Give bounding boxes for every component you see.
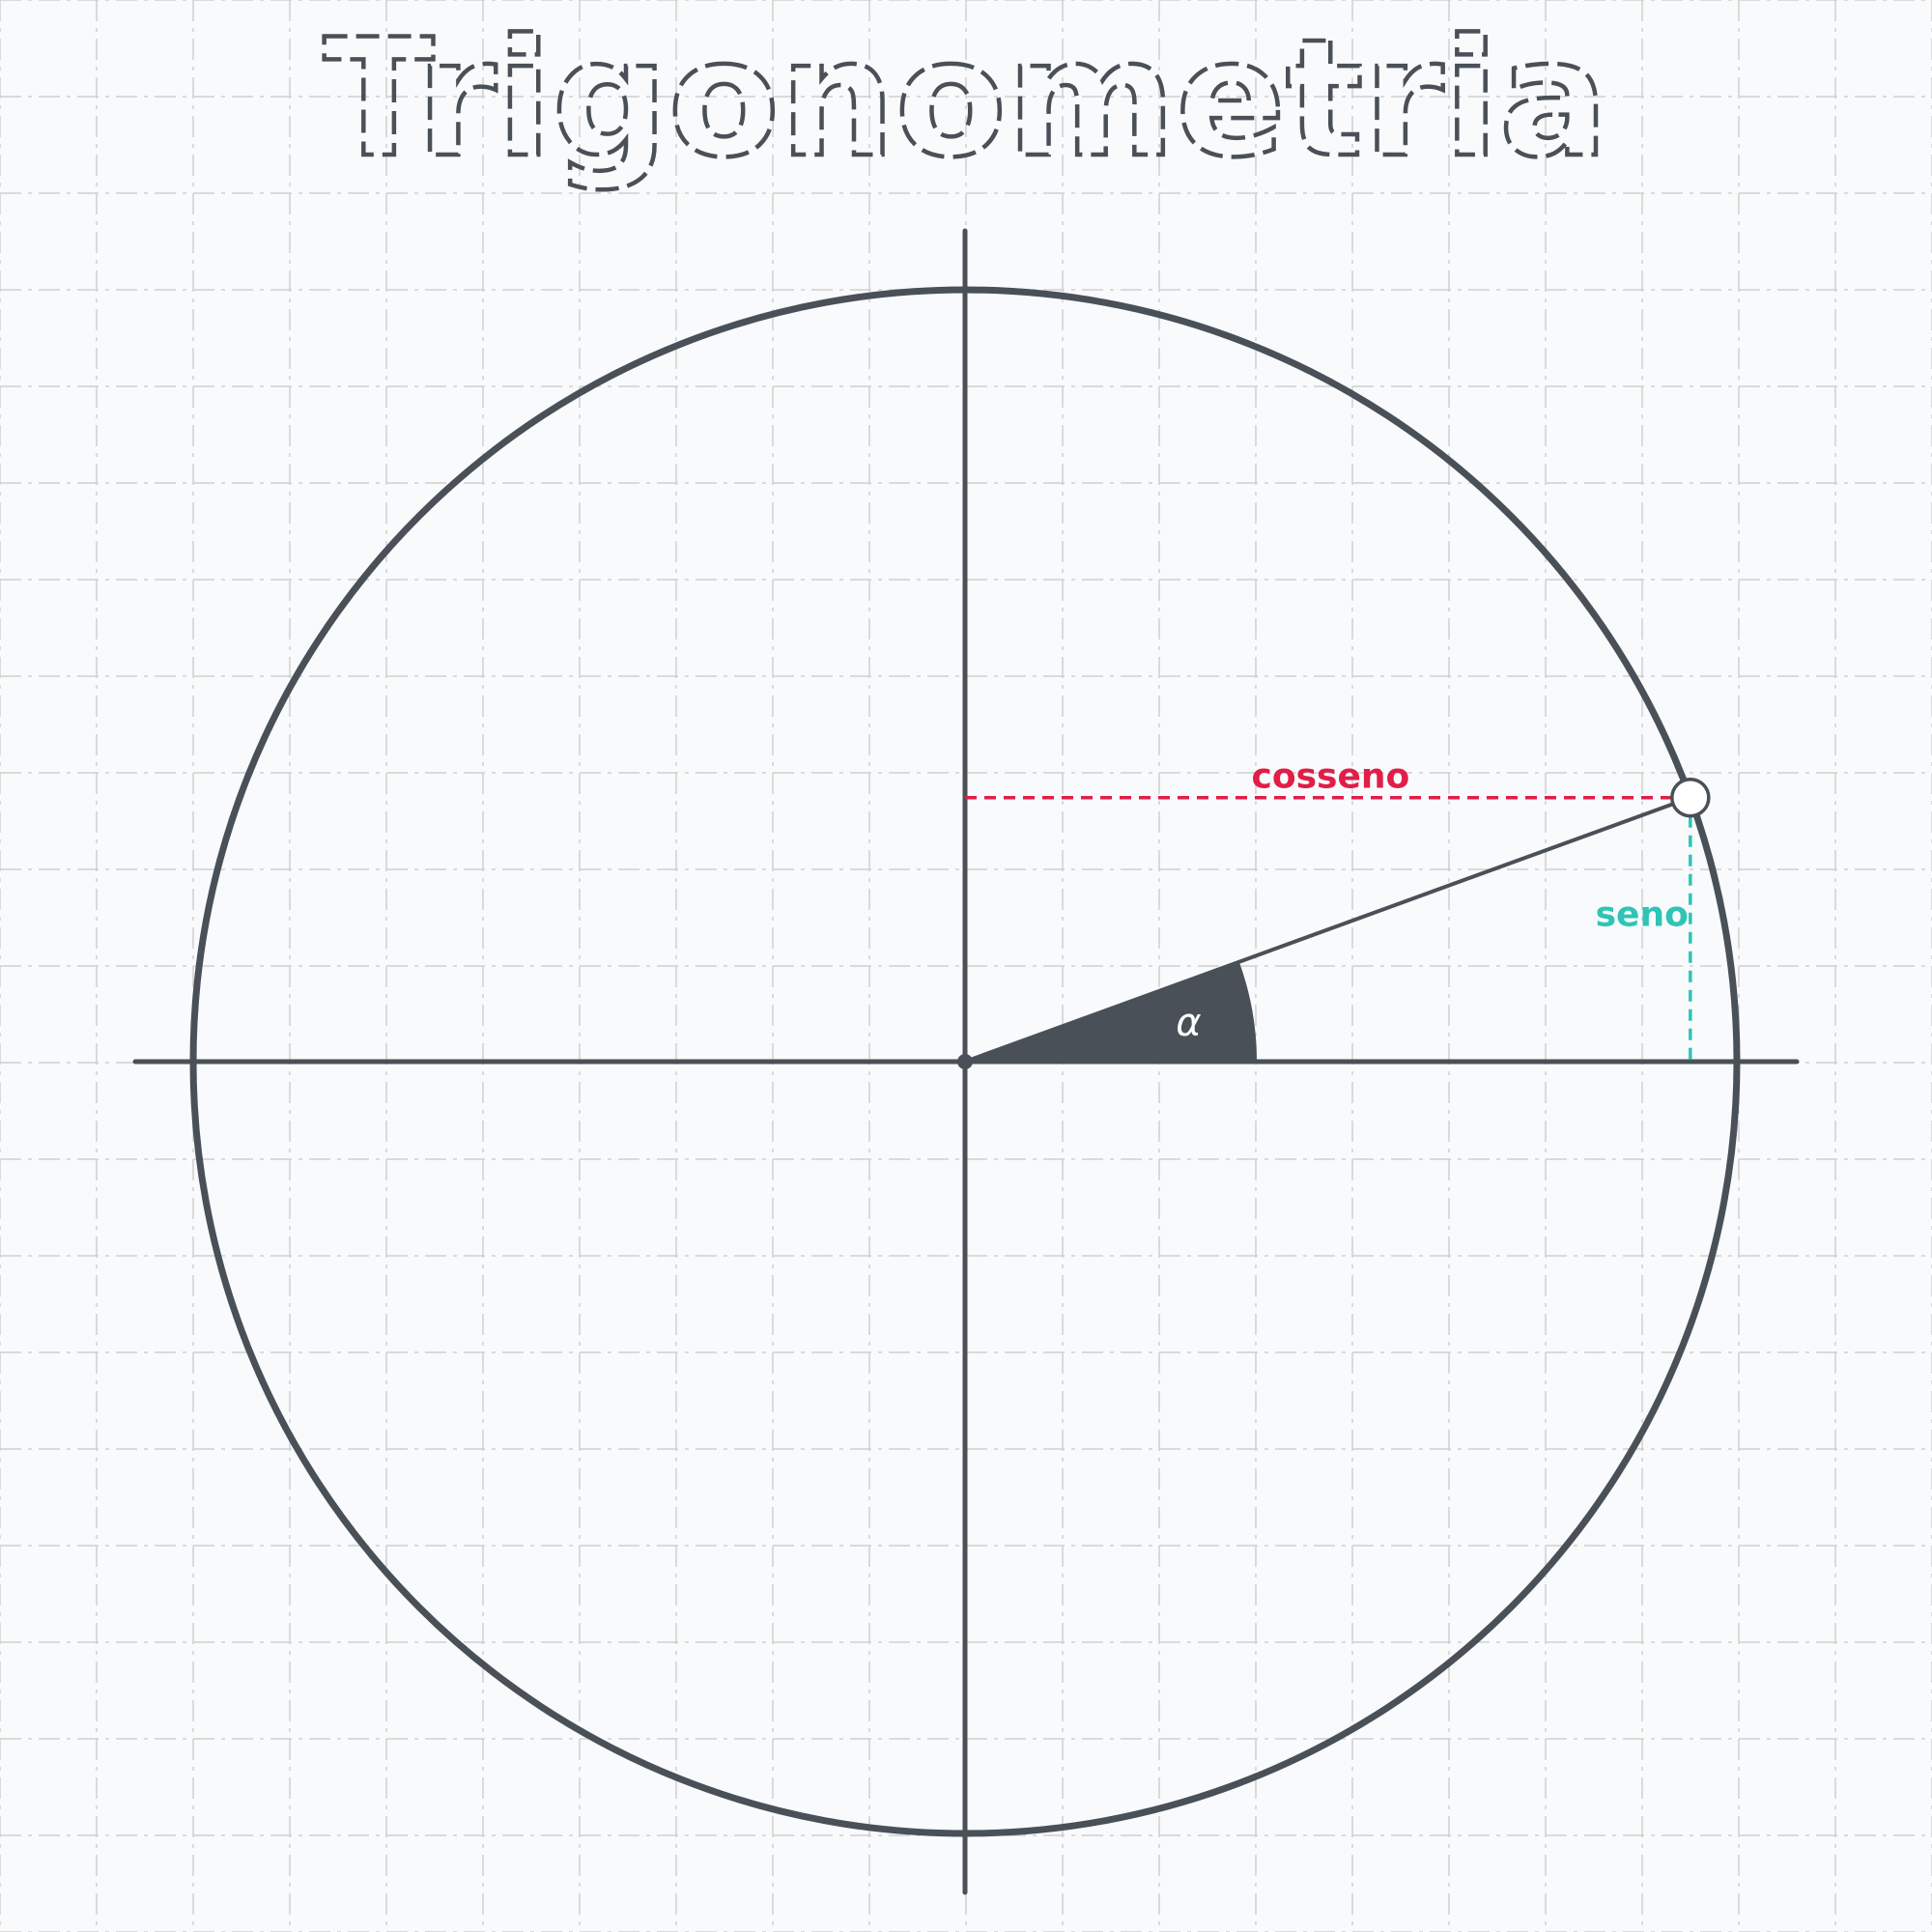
sine-label: seno <box>1596 895 1689 934</box>
radius-line <box>964 795 1691 1064</box>
angle-alpha-label: α <box>1176 1001 1201 1045</box>
diagram-title: Trigonometria <box>324 4 1608 193</box>
origin-point <box>957 1054 973 1069</box>
unit-circle <box>189 286 1741 1837</box>
cosine-label: cosseno <box>1252 757 1410 797</box>
point-on-circle[interactable] <box>1670 777 1711 818</box>
